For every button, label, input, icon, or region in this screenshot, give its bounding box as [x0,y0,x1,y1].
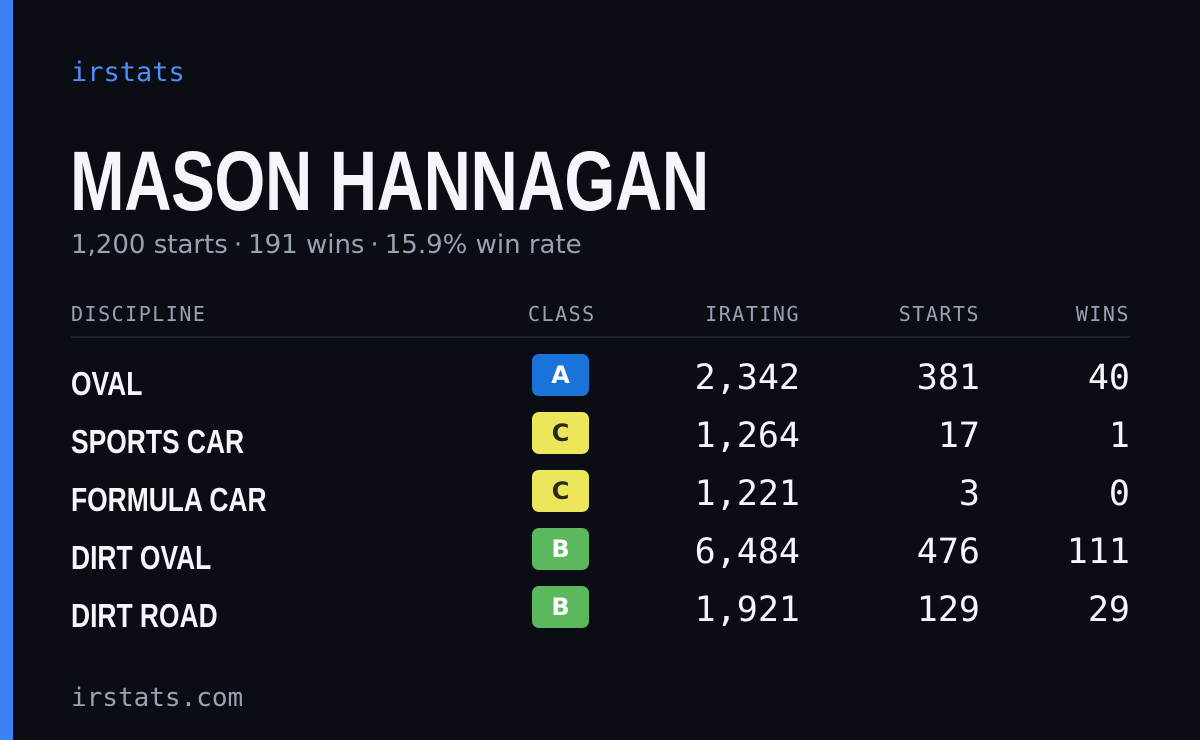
accent-bar [0,0,13,740]
table-row: DIRT ROAD B 1,921 129 29 [71,584,1130,642]
table-row: SPORTS CAR C 1,264 17 1 [71,410,1130,468]
table-row: DIRT OVAL B 6,484 476 111 [71,526,1130,584]
win-rate-summary: 15.9% win rate [385,230,582,260]
summary-separator: · [228,230,248,260]
wins-value: 1 [1109,414,1130,458]
discipline-name: SPORTS CAR [71,420,244,464]
driver-name: MASON HANNAGAN [70,133,709,229]
starts-summary: 1,200 starts [71,230,228,260]
wins-value: 40 [1088,356,1130,400]
table-header: DISCIPLINE CLASS IRATING STARTS WINS [71,300,1130,330]
starts-value: 3 [959,472,980,516]
discipline-name: DIRT OVAL [71,536,211,580]
header-starts: STARTS [899,300,980,328]
header-divider [71,336,1130,338]
class-badge: A [532,354,589,396]
starts-value: 17 [938,414,980,458]
class-badge: B [532,528,589,570]
brand-logo-text: irstats [71,56,185,90]
irating-value: 1,921 [695,588,800,632]
irating-value: 1,264 [695,414,800,458]
irating-value: 6,484 [695,530,800,574]
wins-summary: 191 wins [248,230,364,260]
starts-value: 476 [917,530,980,574]
footer-url: irstats.com [71,681,243,715]
irating-value: 2,342 [695,356,800,400]
wins-value: 29 [1088,588,1130,632]
driver-summary: 1,200 starts · 191 wins · 15.9% win rate [71,228,582,262]
header-irating: IRATING [705,300,800,328]
class-badge: B [532,586,589,628]
discipline-table: OVAL A 2,342 381 40 SPORTS CAR C 1,264 1… [71,352,1130,642]
class-badge: C [532,470,589,512]
header-class: CLASS [528,300,596,328]
wins-value: 111 [1067,530,1130,574]
table-row: OVAL A 2,342 381 40 [71,352,1130,410]
starts-value: 129 [917,588,980,632]
header-discipline: DISCIPLINE [71,300,206,328]
discipline-name: FORMULA CAR [71,478,267,522]
header-wins: WINS [1076,300,1130,328]
irating-value: 1,221 [695,472,800,516]
class-badge: C [532,412,589,454]
discipline-name: DIRT ROAD [71,594,218,638]
table-row: FORMULA CAR C 1,221 3 0 [71,468,1130,526]
discipline-name: OVAL [71,362,142,406]
summary-separator: · [364,230,384,260]
wins-value: 0 [1109,472,1130,516]
starts-value: 381 [917,356,980,400]
